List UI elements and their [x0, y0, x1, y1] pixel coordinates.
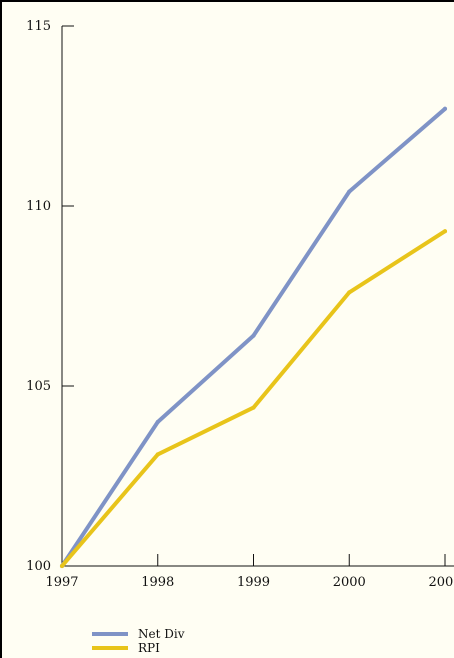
data-point — [155, 452, 160, 457]
y-tick-label: 105 — [26, 379, 51, 394]
x-tick-label: 1998 — [141, 575, 174, 590]
data-point — [443, 229, 447, 234]
data-point — [251, 405, 256, 410]
y-tick-label: 110 — [26, 199, 51, 214]
series-line-rpi — [60, 229, 447, 568]
data-point — [155, 420, 160, 424]
legend-label: Net Div — [138, 627, 185, 641]
x-tick-label: 1999 — [237, 575, 270, 590]
data-point — [347, 189, 352, 194]
y-tick-label: 115 — [26, 19, 51, 34]
x-tick-label: 2000 — [333, 575, 366, 590]
x-tick-label: 1997 — [45, 575, 78, 590]
data-point — [251, 333, 256, 338]
legend-label: RPI — [138, 641, 160, 655]
y-tick-label: 100 — [26, 559, 51, 574]
data-point — [443, 106, 447, 111]
axes: 100 105 110 115 1997 1998 1999 2000 2001 — [26, 19, 454, 590]
x-tick-label: 2001 — [428, 575, 454, 590]
series-lines — [60, 106, 447, 568]
data-point — [347, 290, 352, 295]
data-point — [60, 564, 64, 568]
